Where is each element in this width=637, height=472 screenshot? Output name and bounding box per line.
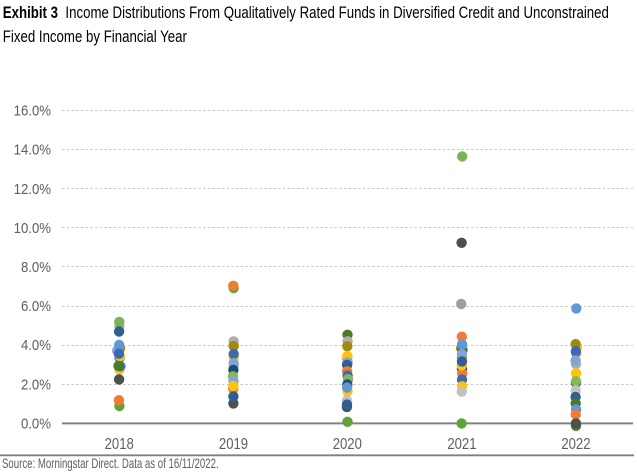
svg-text:2018: 2018: [105, 436, 134, 453]
svg-text:2.0%: 2.0%: [21, 375, 51, 392]
svg-text:14.0%: 14.0%: [14, 141, 52, 158]
svg-text:0.0%: 0.0%: [21, 415, 51, 432]
svg-text:Fixed Income by Financial Year: Fixed Income by Financial Year: [3, 28, 187, 47]
svg-text:2022: 2022: [561, 436, 590, 453]
svg-text:6.0%: 6.0%: [21, 297, 51, 314]
svg-text:2019: 2019: [219, 436, 248, 453]
svg-text:8.0%: 8.0%: [21, 258, 51, 275]
svg-text:2020: 2020: [333, 436, 362, 453]
svg-text:2021: 2021: [447, 436, 476, 453]
svg-text:Exhibit 3 Income Distribution: Exhibit 3 Income Distributions From Qual…: [3, 4, 609, 23]
svg-text:4.0%: 4.0%: [21, 336, 51, 353]
svg-text:Source: Morningstar Direct. Da: Source: Morningstar Direct. Data as of 1…: [2, 457, 219, 472]
svg-text:12.0%: 12.0%: [14, 180, 52, 197]
svg-text:16.0%: 16.0%: [14, 102, 52, 119]
svg-text:10.0%: 10.0%: [14, 219, 52, 236]
